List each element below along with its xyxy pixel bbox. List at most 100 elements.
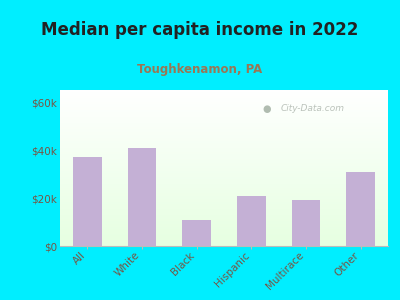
- Bar: [60, 157, 388, 159]
- Bar: [60, 233, 388, 235]
- Bar: [60, 193, 388, 194]
- Bar: [60, 93, 388, 95]
- Bar: [60, 99, 388, 101]
- Bar: [60, 145, 388, 146]
- Bar: [60, 181, 388, 182]
- Text: City-Data.com: City-Data.com: [280, 104, 344, 113]
- Bar: [60, 123, 388, 124]
- Bar: [60, 106, 388, 107]
- Bar: [60, 116, 388, 118]
- Bar: [60, 143, 388, 145]
- Bar: [60, 118, 388, 120]
- Bar: [60, 90, 388, 92]
- Bar: [60, 207, 388, 208]
- Bar: [60, 138, 388, 140]
- Bar: [60, 235, 388, 237]
- Bar: [60, 163, 388, 165]
- Bar: [60, 120, 388, 121]
- Bar: [60, 92, 388, 93]
- Bar: [60, 155, 388, 157]
- Bar: [60, 212, 388, 213]
- Bar: [60, 227, 388, 229]
- Bar: [60, 112, 388, 113]
- Bar: [60, 179, 388, 181]
- Bar: [60, 199, 388, 201]
- Bar: [60, 204, 388, 206]
- Bar: [60, 146, 388, 148]
- Bar: [60, 137, 388, 138]
- Bar: [128, 148, 156, 246]
- Bar: [60, 160, 388, 162]
- Bar: [60, 121, 388, 123]
- Bar: [60, 148, 388, 149]
- Bar: [60, 223, 388, 224]
- Bar: [60, 168, 388, 170]
- Bar: [237, 196, 266, 246]
- Bar: [60, 241, 388, 243]
- Bar: [60, 177, 388, 179]
- Bar: [60, 110, 388, 112]
- Bar: [60, 135, 388, 137]
- Bar: [60, 184, 388, 185]
- Bar: [182, 220, 211, 246]
- Bar: [60, 171, 388, 173]
- Bar: [60, 134, 388, 135]
- Bar: [60, 237, 388, 238]
- Bar: [60, 173, 388, 174]
- Text: Toughkenamon, PA: Toughkenamon, PA: [137, 63, 263, 76]
- Bar: [60, 220, 388, 221]
- Bar: [60, 104, 388, 106]
- Bar: [60, 213, 388, 215]
- Bar: [60, 169, 388, 171]
- Bar: [60, 128, 388, 129]
- Bar: [60, 95, 388, 96]
- Bar: [60, 185, 388, 187]
- Bar: [60, 162, 388, 163]
- Bar: [60, 230, 388, 232]
- Bar: [60, 191, 388, 193]
- Bar: [60, 202, 388, 204]
- Bar: [60, 194, 388, 196]
- Bar: [60, 229, 388, 230]
- Bar: [60, 224, 388, 226]
- Bar: [60, 115, 388, 116]
- Bar: [60, 240, 388, 241]
- Bar: [60, 198, 388, 199]
- Bar: [60, 190, 388, 191]
- Bar: [60, 130, 388, 132]
- Bar: [60, 142, 388, 143]
- Bar: [60, 109, 388, 110]
- Text: Median per capita income in 2022: Median per capita income in 2022: [41, 21, 359, 39]
- Bar: [60, 151, 388, 152]
- Bar: [60, 126, 388, 128]
- Text: ●: ●: [262, 104, 271, 114]
- Bar: [292, 200, 320, 246]
- Bar: [60, 113, 388, 115]
- Bar: [60, 103, 388, 104]
- Bar: [60, 98, 388, 99]
- Bar: [60, 107, 388, 109]
- Bar: [60, 226, 388, 227]
- Bar: [60, 96, 388, 98]
- Bar: [60, 215, 388, 216]
- Bar: [60, 124, 388, 126]
- Bar: [60, 244, 388, 246]
- Bar: [60, 182, 388, 184]
- Bar: [60, 140, 388, 142]
- Bar: [60, 159, 388, 160]
- Bar: [60, 132, 388, 134]
- Bar: [60, 188, 388, 190]
- Bar: [60, 221, 388, 223]
- Bar: [60, 210, 388, 212]
- Bar: [60, 187, 388, 188]
- Bar: [60, 154, 388, 155]
- Bar: [60, 174, 388, 176]
- Bar: [60, 101, 388, 103]
- Bar: [60, 201, 388, 202]
- Bar: [346, 172, 375, 246]
- Bar: [60, 218, 388, 220]
- Bar: [60, 167, 388, 168]
- Bar: [60, 232, 388, 233]
- Bar: [60, 216, 388, 218]
- Bar: [60, 206, 388, 207]
